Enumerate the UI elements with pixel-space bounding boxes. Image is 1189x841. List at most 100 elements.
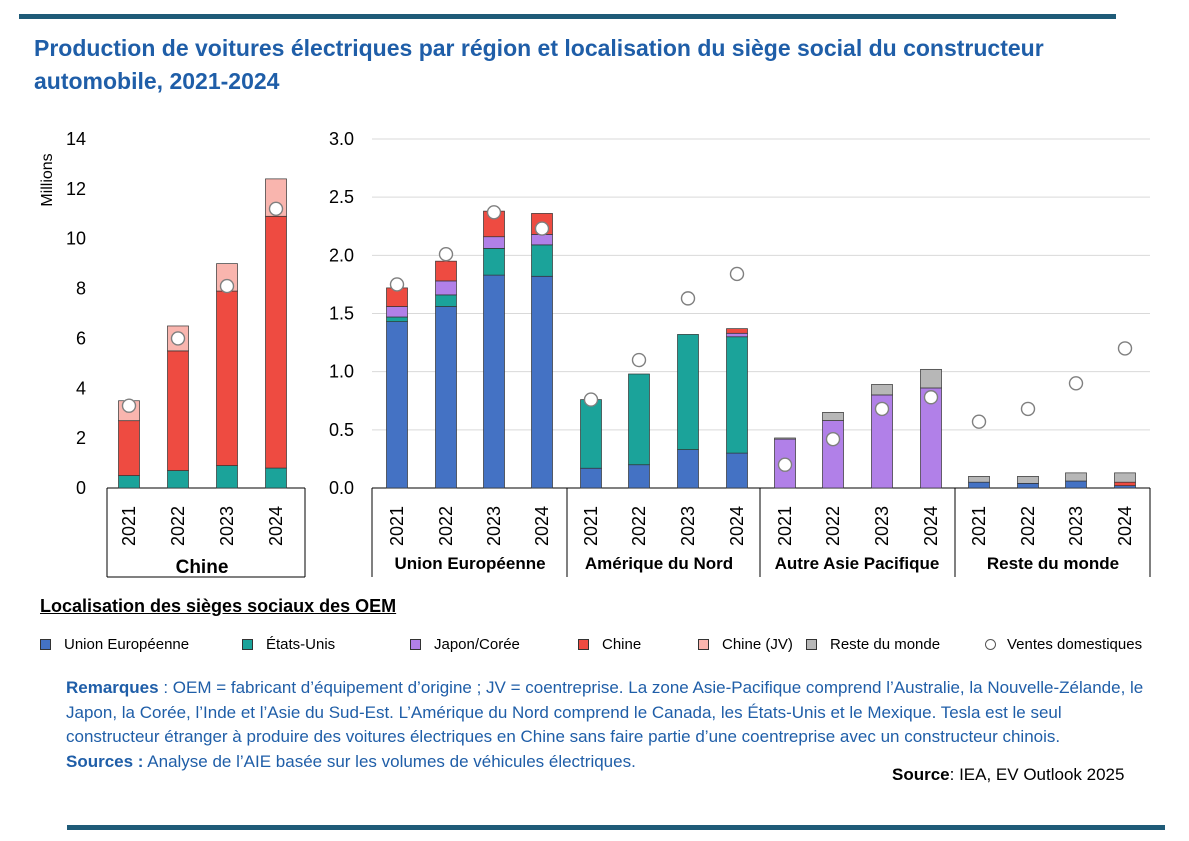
- bar-reste-du-monde-2024-reste-du-monde: [1114, 472, 1136, 483]
- x-tick-year: 2021: [119, 506, 139, 546]
- legend-swatch: [806, 639, 817, 650]
- x-tick-year: 2024: [727, 506, 747, 546]
- legend-item-chine-jv: Chine (JV): [698, 636, 793, 653]
- bar-union-europeenne-2022-chine: [435, 260, 457, 282]
- x-tick-year: 2023: [484, 506, 504, 546]
- legend-swatch: [40, 639, 51, 650]
- region-label-autre-asie-pacifique: Autre Asie Pacifique: [775, 554, 940, 573]
- bar-union-europeenne-2022-japon-coree: [435, 280, 457, 296]
- domestic-sales-point: [729, 266, 745, 282]
- legend-item-chine: Chine: [578, 636, 641, 653]
- bar-chine-2023-chine: [216, 290, 238, 466]
- left-y-tick: 14: [66, 129, 86, 149]
- bar-amerique-du-nord-2023-etats-unis: [677, 334, 699, 450]
- bar-union-europeenne-2024-japon-coree: [531, 234, 553, 246]
- bar-amerique-du-nord-2021-etats-unis: [580, 399, 602, 469]
- region-label-chine: Chine: [176, 557, 229, 578]
- domestic-sales-point: [219, 278, 235, 294]
- domestic-sales-point: [1068, 376, 1084, 391]
- x-tick-year: 2024: [1115, 506, 1135, 546]
- domestic-sales-point: [680, 291, 696, 306]
- domestic-sales-point: [874, 401, 890, 417]
- left-y-tick: 0: [76, 478, 86, 498]
- bar-amerique-du-nord-2024-japon-coree: [726, 332, 748, 338]
- bar-reste-du-monde-2021-reste-du-monde: [968, 476, 990, 483]
- right-y-tick: 1.5: [329, 304, 354, 324]
- bar-union-europeenne-2023-etats-unis: [483, 248, 505, 276]
- bar-autre-asie-pacifique-2022-reste-du-monde: [822, 412, 844, 421]
- domestic-sales-point: [583, 392, 599, 407]
- sources-label: Sources :: [66, 751, 144, 771]
- bar-union-europeenne-2021-japon-coree: [386, 306, 408, 318]
- legend-label: Reste du monde: [830, 636, 941, 653]
- sources-text: Analyse de l’AIE basée sur les volumes d…: [143, 751, 636, 771]
- right-y-tick: 2.5: [329, 187, 354, 207]
- legend-label: Chine: [602, 636, 642, 653]
- legend-swatch: [578, 639, 589, 650]
- sources-paragraph: Sources : Analyse de l’AIE basée sur les…: [66, 750, 1156, 775]
- legend-swatch: [985, 639, 996, 650]
- domestic-sales-point: [170, 331, 186, 346]
- region-label-reste-du-monde: Reste du monde: [987, 554, 1119, 573]
- bar-amerique-du-nord-2022-etats-unis: [628, 373, 650, 466]
- bottom-rule: [67, 825, 1165, 830]
- bar-amerique-du-nord-2024-union-europeenne: [726, 452, 748, 489]
- legend-label: Chine (JV): [722, 636, 793, 653]
- x-tick-year: 2022: [168, 506, 188, 546]
- source-label: Source: [892, 765, 950, 784]
- left-y-tick: 6: [76, 328, 86, 348]
- source-credit: Source: IEA, EV Outlook 2025: [892, 765, 1124, 785]
- bar-chine-2023-etats-unis: [216, 465, 238, 489]
- legend-swatch: [410, 639, 421, 650]
- bar-reste-du-monde-2023-union-europeenne: [1065, 480, 1087, 489]
- source-text: : IEA, EV Outlook 2025: [949, 765, 1125, 784]
- legend-swatch: [242, 639, 253, 650]
- legend-label: États-Unis: [266, 636, 336, 653]
- bar-reste-du-monde-2024-chine: [1114, 481, 1136, 487]
- bar-amerique-du-nord-2023-union-europeenne: [677, 449, 699, 489]
- bar-reste-du-monde-2023-reste-du-monde: [1065, 472, 1087, 482]
- legend-item-union-europeenne: Union Européenne: [40, 636, 189, 653]
- x-tick-year: 2021: [969, 506, 989, 546]
- bar-chine-2021-chine: [118, 420, 140, 476]
- bar-amerique-du-nord-2024-chine: [726, 328, 748, 334]
- domestic-sales-point: [486, 205, 502, 220]
- bar-union-europeenne-2023-japon-coree: [483, 236, 505, 249]
- remarks-paragraph: Remarques : OEM = fabricant d’équipement…: [66, 676, 1156, 750]
- x-tick-year: 2023: [872, 506, 892, 546]
- x-tick-year: 2021: [775, 506, 795, 546]
- x-tick-year: 2024: [532, 506, 552, 546]
- region-label-union-europeenne: Union Européenne: [394, 554, 545, 573]
- x-tick-year: 2022: [823, 506, 843, 546]
- bar-chine-2024-chine: [265, 215, 287, 469]
- x-tick-year: 2024: [266, 506, 286, 546]
- x-tick-year: 2022: [1018, 506, 1038, 546]
- x-tick-year: 2021: [387, 506, 407, 546]
- legend-label: Japon/Corée: [434, 636, 520, 653]
- chart-title: Production de voitures électriques par r…: [34, 35, 1044, 94]
- legend-swatch: [698, 639, 709, 650]
- legend-label: Ventes domestiques: [1007, 636, 1143, 653]
- bar-autre-asie-pacifique-2022-japon-coree: [822, 420, 844, 489]
- domestic-sales-point: [438, 246, 454, 262]
- top-rule: [19, 14, 1116, 19]
- right-y-tick: 2.0: [329, 245, 354, 265]
- remarks-text: : OEM = fabricant d’équipement d’origine…: [66, 678, 1144, 746]
- bar-reste-du-monde-2022-union-europeenne: [1017, 482, 1039, 489]
- legend-item-japon-coree: Japon/Corée: [410, 636, 520, 653]
- x-tick-year: 2022: [629, 506, 649, 546]
- left-y-axis-label: Millions: [39, 153, 56, 206]
- legend-item-ventes-domestiques: Ventes domestiques: [985, 636, 1142, 653]
- left-y-tick: 4: [76, 378, 86, 398]
- region-label-amerique-du-nord: Amérique du Nord: [585, 554, 733, 573]
- x-tick-year: 2023: [1066, 506, 1086, 546]
- remarks-label: Remarques: [66, 678, 159, 697]
- bar-amerique-du-nord-2021-union-europeenne: [580, 467, 602, 489]
- domestic-sales-point: [971, 414, 987, 429]
- domestic-sales-point: [121, 398, 137, 413]
- domestic-sales-point: [825, 431, 841, 447]
- domestic-sales-point: [1117, 341, 1133, 356]
- right-y-tick: 1.0: [329, 362, 354, 382]
- bar-union-europeenne-2021-etats-unis: [386, 316, 408, 322]
